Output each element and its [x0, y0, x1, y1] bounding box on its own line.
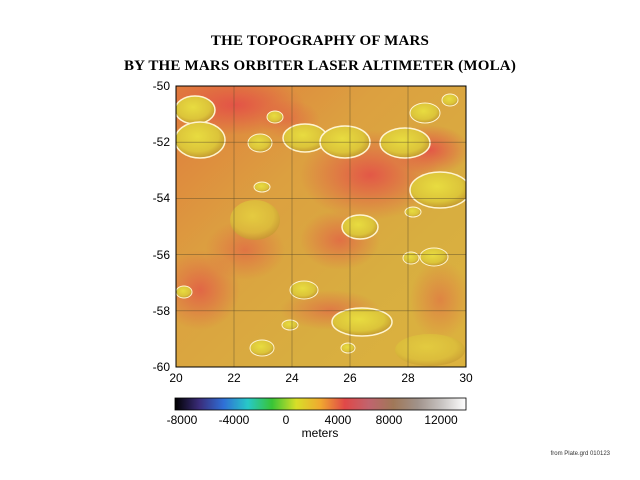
colorbar-tick-label: 4000 — [325, 413, 352, 427]
lat-tick-label: -52 — [153, 135, 171, 149]
colorbar-tick-label: -8000 — [167, 413, 198, 427]
lon-tick-label: 20 — [169, 371, 183, 385]
lat-tick-label: -50 — [153, 79, 171, 93]
colorbar-ramp — [174, 397, 467, 411]
elevation-colorbar: -8000 -4000 0 4000 8000 12000 meters — [167, 397, 467, 440]
lon-tick-label: 26 — [343, 371, 357, 385]
lat-tick-label: -58 — [153, 304, 171, 318]
lon-tick-label: 30 — [459, 371, 473, 385]
map-frame — [175, 85, 467, 368]
lon-tick-label: 24 — [285, 371, 299, 385]
topography-raster — [176, 86, 466, 367]
lat-tick-label: -54 — [153, 191, 171, 205]
lat-tick-label: -60 — [153, 360, 171, 374]
map-title-line-2: BY THE MARS ORBITER LASER ALTIMETER (MOL… — [123, 58, 517, 74]
latitude-axis: -50 -52 -54 -56 -58 -60 — [153, 79, 171, 374]
longitude-axis: 20 22 24 26 28 30 — [169, 371, 473, 385]
lon-tick-label: 28 — [401, 371, 415, 385]
colorbar-tick-label: 12000 — [424, 413, 458, 427]
map-title-line-1: THE TOPOGRAPHY OF MARS — [210, 33, 430, 49]
colorbar-units-label: meters — [302, 426, 339, 440]
lon-tick-label: 22 — [227, 371, 241, 385]
map-graticule — [176, 86, 466, 367]
colorbar-tick-label: 8000 — [376, 413, 403, 427]
source-credit: from Plate.grd 010123 — [550, 451, 610, 457]
lat-tick-label: -56 — [153, 248, 171, 262]
colorbar-tick-label: -4000 — [219, 413, 250, 427]
colorbar-tick-label: 0 — [283, 413, 290, 427]
